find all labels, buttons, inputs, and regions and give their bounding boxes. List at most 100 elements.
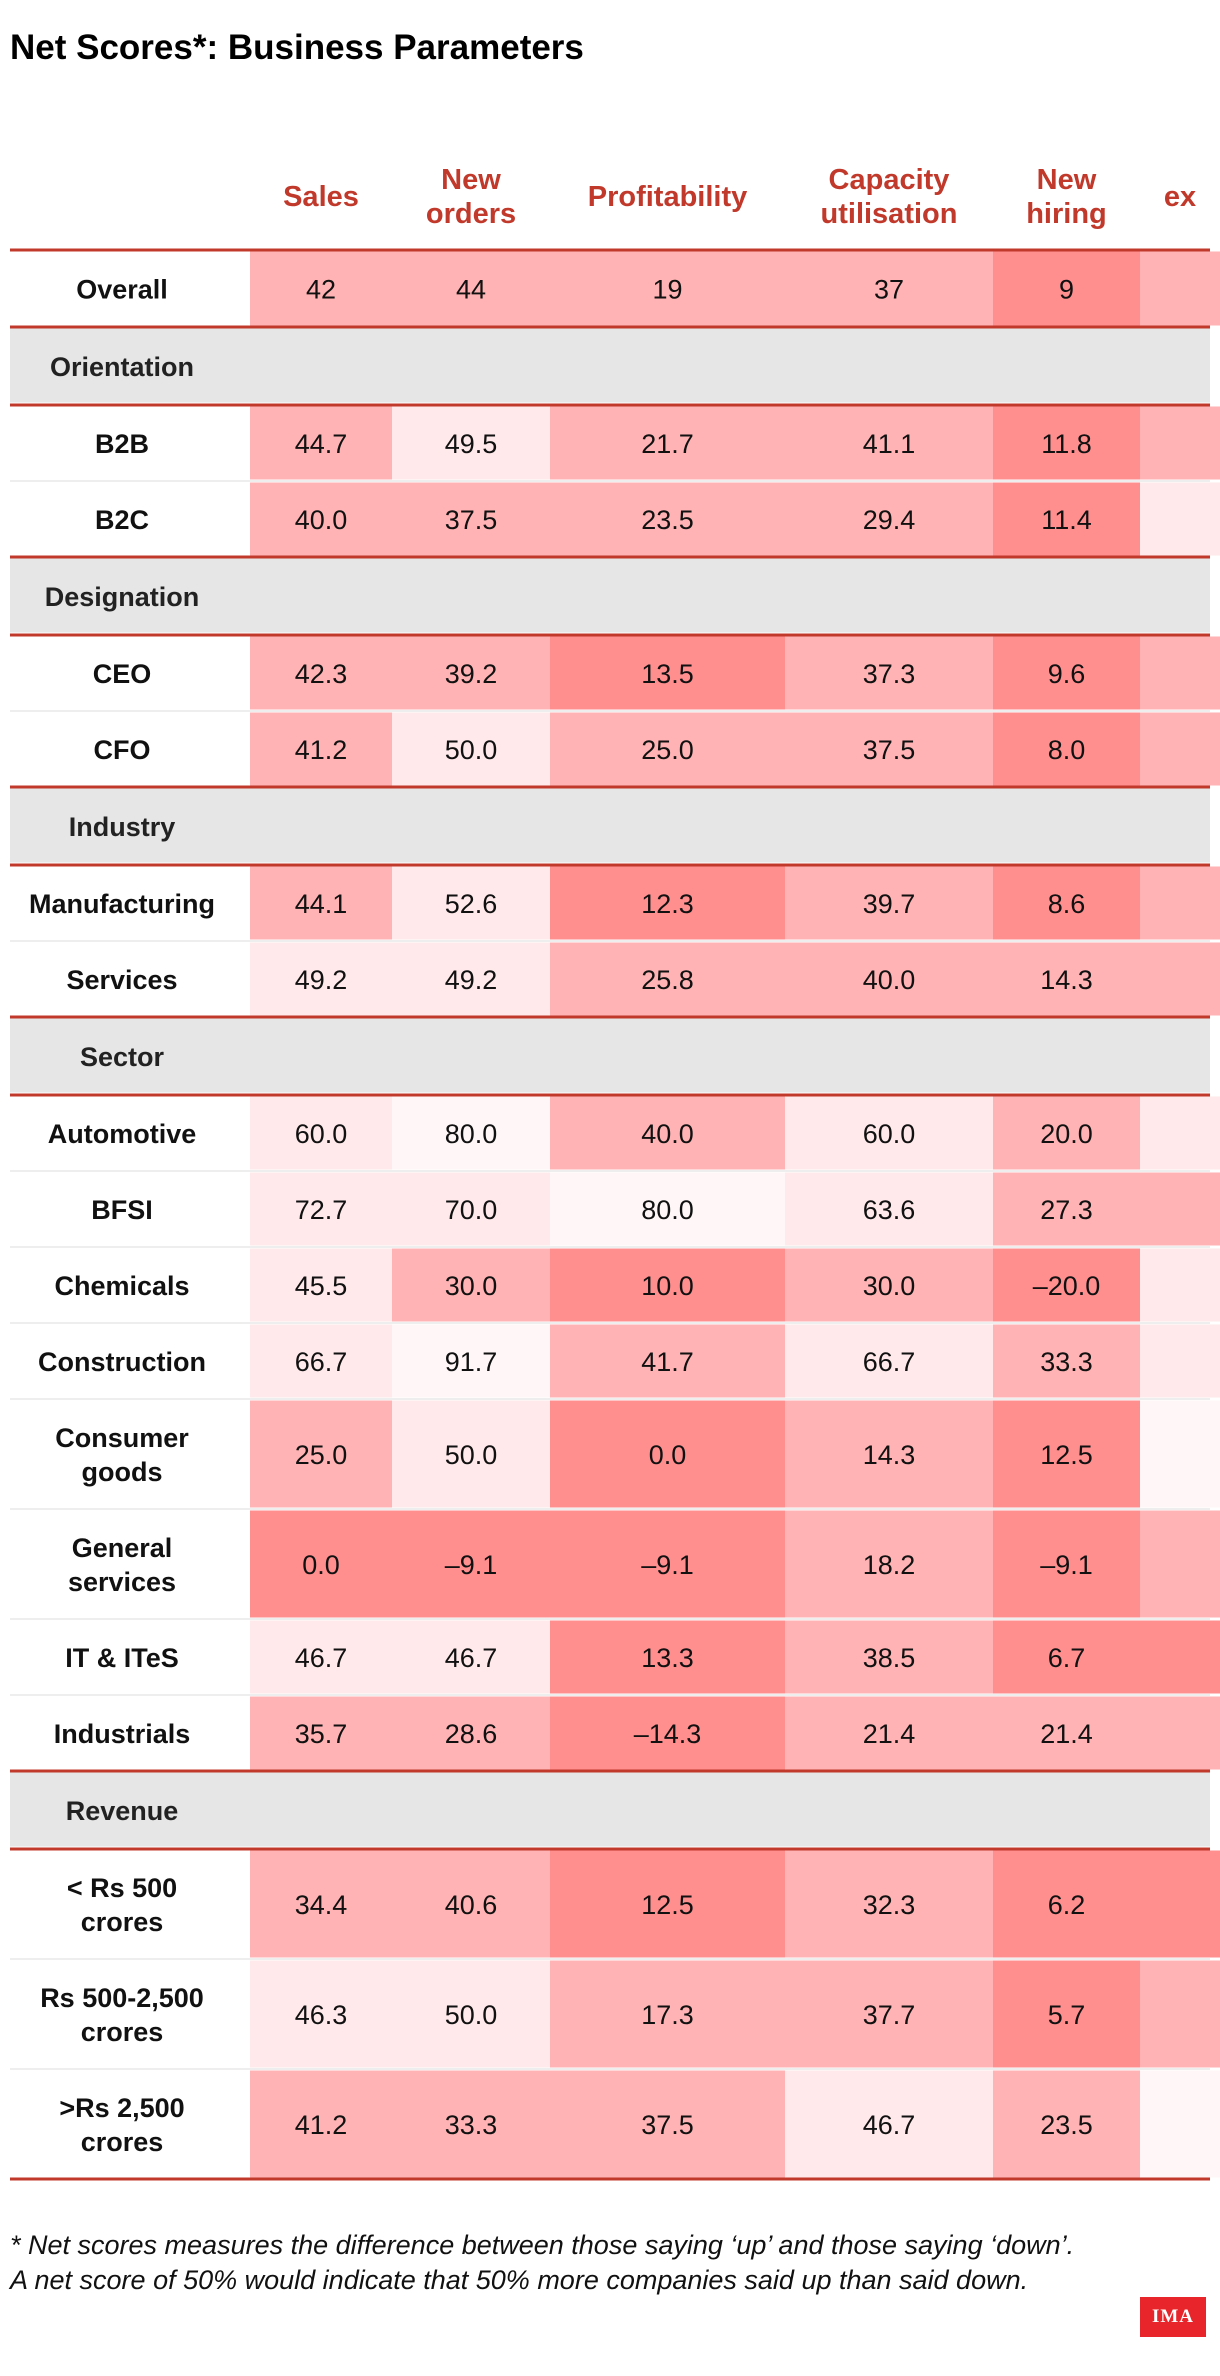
- heat-cell: [550, 251, 785, 326]
- heat-cell: [993, 482, 1140, 556]
- heat-cell: [550, 1696, 785, 1770]
- heat-cell: [250, 1696, 392, 1770]
- ima-logo: IMA: [1140, 2297, 1206, 2337]
- heat-cell: [250, 1960, 392, 2068]
- heat-cell: [785, 942, 993, 1016]
- cell-value: 39.7: [863, 889, 916, 919]
- cell-value: 40.6: [445, 1890, 498, 1920]
- heat-cell: [993, 636, 1140, 710]
- heat-cell: [785, 1850, 993, 1958]
- heat-cell: [392, 1960, 550, 2068]
- column-header-new-hiring: New hiring: [1026, 164, 1107, 230]
- heat-cell: [1140, 1400, 1220, 1508]
- heat-cell: [785, 712, 993, 786]
- heat-cell: [993, 1096, 1140, 1170]
- column-header-ex: ex: [1164, 181, 1196, 213]
- heat-cell: [993, 1620, 1140, 1694]
- heat-cell: [1140, 1324, 1220, 1398]
- cell-value: 19: [652, 275, 682, 305]
- heat-cell: [392, 636, 550, 710]
- heat-cell: [250, 942, 392, 1016]
- heat-cell: [993, 1172, 1140, 1246]
- cell-value: 44: [456, 275, 486, 305]
- cell-value: 39.2: [445, 659, 498, 689]
- heat-cell: [392, 1248, 550, 1322]
- column-header-profitability: Profitability: [588, 181, 748, 213]
- cell-value: 12.5: [1040, 1440, 1093, 1470]
- cell-value: 52.6: [445, 889, 498, 919]
- cell-value: 49.2: [445, 965, 498, 995]
- heat-cell: [785, 482, 993, 556]
- heat-cell: [785, 1960, 993, 2068]
- section-band: [10, 788, 1210, 863]
- heat-cell: [550, 1850, 785, 1958]
- heat-cell: [250, 406, 392, 480]
- heat-cell: [993, 1248, 1140, 1322]
- cell-value: 42: [306, 275, 336, 305]
- heat-cell: [392, 251, 550, 326]
- cell-value: 41.2: [295, 2110, 348, 2140]
- cell-value: 32.3: [863, 1890, 916, 1920]
- heat-cell: [993, 2070, 1140, 2178]
- heat-cell: [250, 251, 392, 326]
- cell-value: 30.0: [863, 1271, 916, 1301]
- heat-cell: [785, 1696, 993, 1770]
- cell-value: 25.8: [641, 965, 694, 995]
- cell-value: 50.0: [445, 1440, 498, 1470]
- row-label-general-services: General services: [68, 1533, 176, 1597]
- heat-cell: [785, 1400, 993, 1508]
- cell-value: 40.0: [641, 1119, 694, 1149]
- cell-value: –9.1: [445, 1550, 498, 1580]
- heat-cell: [785, 1096, 993, 1170]
- heat-cell: [550, 482, 785, 556]
- cell-value: 33.3: [1040, 1347, 1093, 1377]
- cell-value: 20.0: [1040, 1119, 1093, 1149]
- heat-cell: [392, 1324, 550, 1398]
- column-header-sales: Sales: [283, 181, 359, 213]
- cell-value: 21.4: [1040, 1719, 1093, 1749]
- heat-cell: [785, 1620, 993, 1694]
- row-label-rs-500-crores: < Rs 500 crores: [67, 1873, 177, 1937]
- cell-value: 80.0: [641, 1195, 694, 1225]
- cell-value: 23.5: [641, 505, 694, 535]
- cell-value: 80.0: [445, 1119, 498, 1149]
- cell-value: 12.5: [641, 1890, 694, 1920]
- cell-value: 37.5: [445, 505, 498, 535]
- row-label-b2c: B2C: [95, 505, 149, 535]
- section-label-sector: Sector: [80, 1042, 165, 1072]
- cell-value: 33.3: [445, 2110, 498, 2140]
- heat-cell: [785, 2070, 993, 2178]
- cell-value: 23.5: [1040, 2110, 1093, 2140]
- row-label-industrials: Industrials: [54, 1719, 191, 1749]
- heat-cell: [392, 2070, 550, 2178]
- heat-cell: [550, 1960, 785, 2068]
- heat-cell: [993, 406, 1140, 480]
- cell-value: 50.0: [445, 735, 498, 765]
- cell-value: 66.7: [295, 1347, 348, 1377]
- heat-cell: [1140, 636, 1220, 710]
- cell-value: 44.7: [295, 429, 348, 459]
- cell-value: 27.3: [1040, 1195, 1093, 1225]
- heat-cell: [785, 1172, 993, 1246]
- heat-cell: [392, 866, 550, 940]
- heat-cell: [392, 1172, 550, 1246]
- cell-value: 60.0: [295, 1119, 348, 1149]
- heat-cell: [785, 251, 993, 326]
- heat-cell: [250, 482, 392, 556]
- heat-cell: [550, 2070, 785, 2178]
- heat-cell: [250, 2070, 392, 2178]
- heat-cell: [550, 1620, 785, 1694]
- cell-value: 37.5: [641, 2110, 694, 2140]
- heat-cell: [1140, 406, 1220, 480]
- cell-value: 14.3: [1040, 965, 1093, 995]
- cell-value: 45.5: [295, 1271, 348, 1301]
- cell-value: 37.7: [863, 2000, 916, 2030]
- heat-cell: [1140, 1696, 1220, 1770]
- cell-value: 37: [874, 275, 904, 305]
- cell-value: 34.4: [295, 1890, 348, 1920]
- heat-cell: [785, 636, 993, 710]
- heat-cell: [392, 1400, 550, 1508]
- cell-value: 72.7: [295, 1195, 348, 1225]
- heat-cell: [993, 1696, 1140, 1770]
- heat-cell: [785, 866, 993, 940]
